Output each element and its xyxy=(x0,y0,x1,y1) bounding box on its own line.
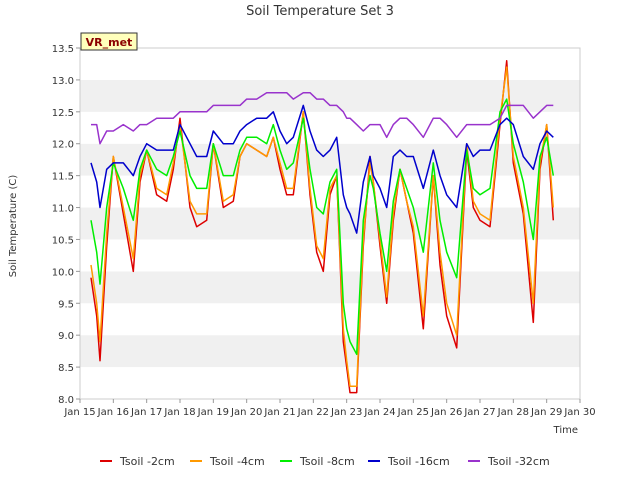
x-axis-ticks: Jan 15 Jan 16 Jan 17 Jan 18 Jan 19 Jan 20 Jan … xyxy=(63,399,596,418)
y-tick-label: 12.0 xyxy=(52,140,74,151)
y-tick-label: 8.5 xyxy=(58,363,74,374)
x-tick-label: Jan 25 xyxy=(397,407,429,418)
grid-band xyxy=(80,207,580,240)
grid-band xyxy=(80,303,580,336)
chart-title: Soil Temperature Set 3 xyxy=(246,4,394,19)
background-bands xyxy=(80,48,580,399)
legend-label: Tsoil -2cm xyxy=(119,455,175,468)
y-tick-label: 9.5 xyxy=(58,299,74,310)
series-lines xyxy=(90,60,555,394)
x-tick-label: Jan 20 xyxy=(230,407,262,418)
y-tick-label: 13.0 xyxy=(52,76,74,87)
x-tick-label: Jan 30 xyxy=(563,407,595,418)
legend-label: Tsoil -16cm xyxy=(387,455,450,468)
legend-label: Tsoil -4cm xyxy=(209,455,265,468)
legend-item: Tsoil -8cm xyxy=(280,455,355,468)
y-axis-ticks: 8.0 8.5 9.0 9.5 10.0 10.5 11.0 11.5 12.0 12.5 13.0… xyxy=(52,44,80,406)
legend-item: Tsoil -32cm xyxy=(468,455,550,468)
grid-band xyxy=(80,239,580,272)
station-badge-box xyxy=(80,32,138,51)
grid-band xyxy=(80,48,580,80)
y-tick-label: 8.0 xyxy=(58,395,74,406)
x-axis-label: Time xyxy=(553,425,578,436)
legend-label: Tsoil -8cm xyxy=(299,455,355,468)
legend-item: Tsoil -16cm xyxy=(368,455,450,468)
y-tick-label: 12.5 xyxy=(52,108,74,119)
y-tick-label: 11.5 xyxy=(52,172,74,183)
grid-band xyxy=(80,335,580,368)
y-tick-label: 9.0 xyxy=(58,331,74,342)
series-line-tsoil8cm xyxy=(90,98,555,356)
y-tick-label: 10.0 xyxy=(52,267,74,278)
x-tick-label: Jan 23 xyxy=(330,407,362,418)
x-tick-label: Jan 17 xyxy=(130,407,162,418)
x-tick-label: Jan 15 xyxy=(63,407,95,418)
x-tick-label: Jan 24 xyxy=(363,407,395,418)
y-tick-label: 11.0 xyxy=(52,204,74,215)
legend: Tsoil -2cm Tsoil -4cm Tsoil -8cm Tsoil -16c… xyxy=(100,455,550,468)
x-tick-label: Jan 26 xyxy=(430,407,462,418)
legend-label: Tsoil -32cm xyxy=(487,455,550,468)
x-tick-label: Jan 27 xyxy=(463,407,495,418)
series-line-tsoil32cm xyxy=(91,91,554,145)
series-line-tsoil4cm xyxy=(90,66,555,387)
grid-band xyxy=(80,111,580,144)
series-line-tsoil16cm xyxy=(90,104,554,234)
station-badge: VR_met xyxy=(80,32,138,51)
x-tick-label: Jan 28 xyxy=(497,407,529,418)
plot-area xyxy=(79,47,581,400)
legend-item: Tsoil -4cm xyxy=(190,455,265,468)
x-tick-label: Jan 21 xyxy=(263,407,295,418)
y-axis-label: Soil Temperature (C) xyxy=(8,175,19,278)
grid-band xyxy=(80,271,580,304)
x-tick-label: Jan 19 xyxy=(197,407,229,418)
x-tick-label: Jan 22 xyxy=(297,407,329,418)
x-tick-label: Jan 18 xyxy=(163,407,195,418)
x-tick-label: Jan 29 xyxy=(530,407,562,418)
grid-band xyxy=(80,367,580,399)
y-tick-label: 10.5 xyxy=(52,235,74,246)
y-tick-label: 13.5 xyxy=(52,44,74,55)
x-tick-label: Jan 16 xyxy=(97,407,129,418)
station-badge-label: VR_met xyxy=(86,36,133,49)
legend-item: Tsoil -2cm xyxy=(100,455,175,468)
grid-band xyxy=(80,79,580,112)
